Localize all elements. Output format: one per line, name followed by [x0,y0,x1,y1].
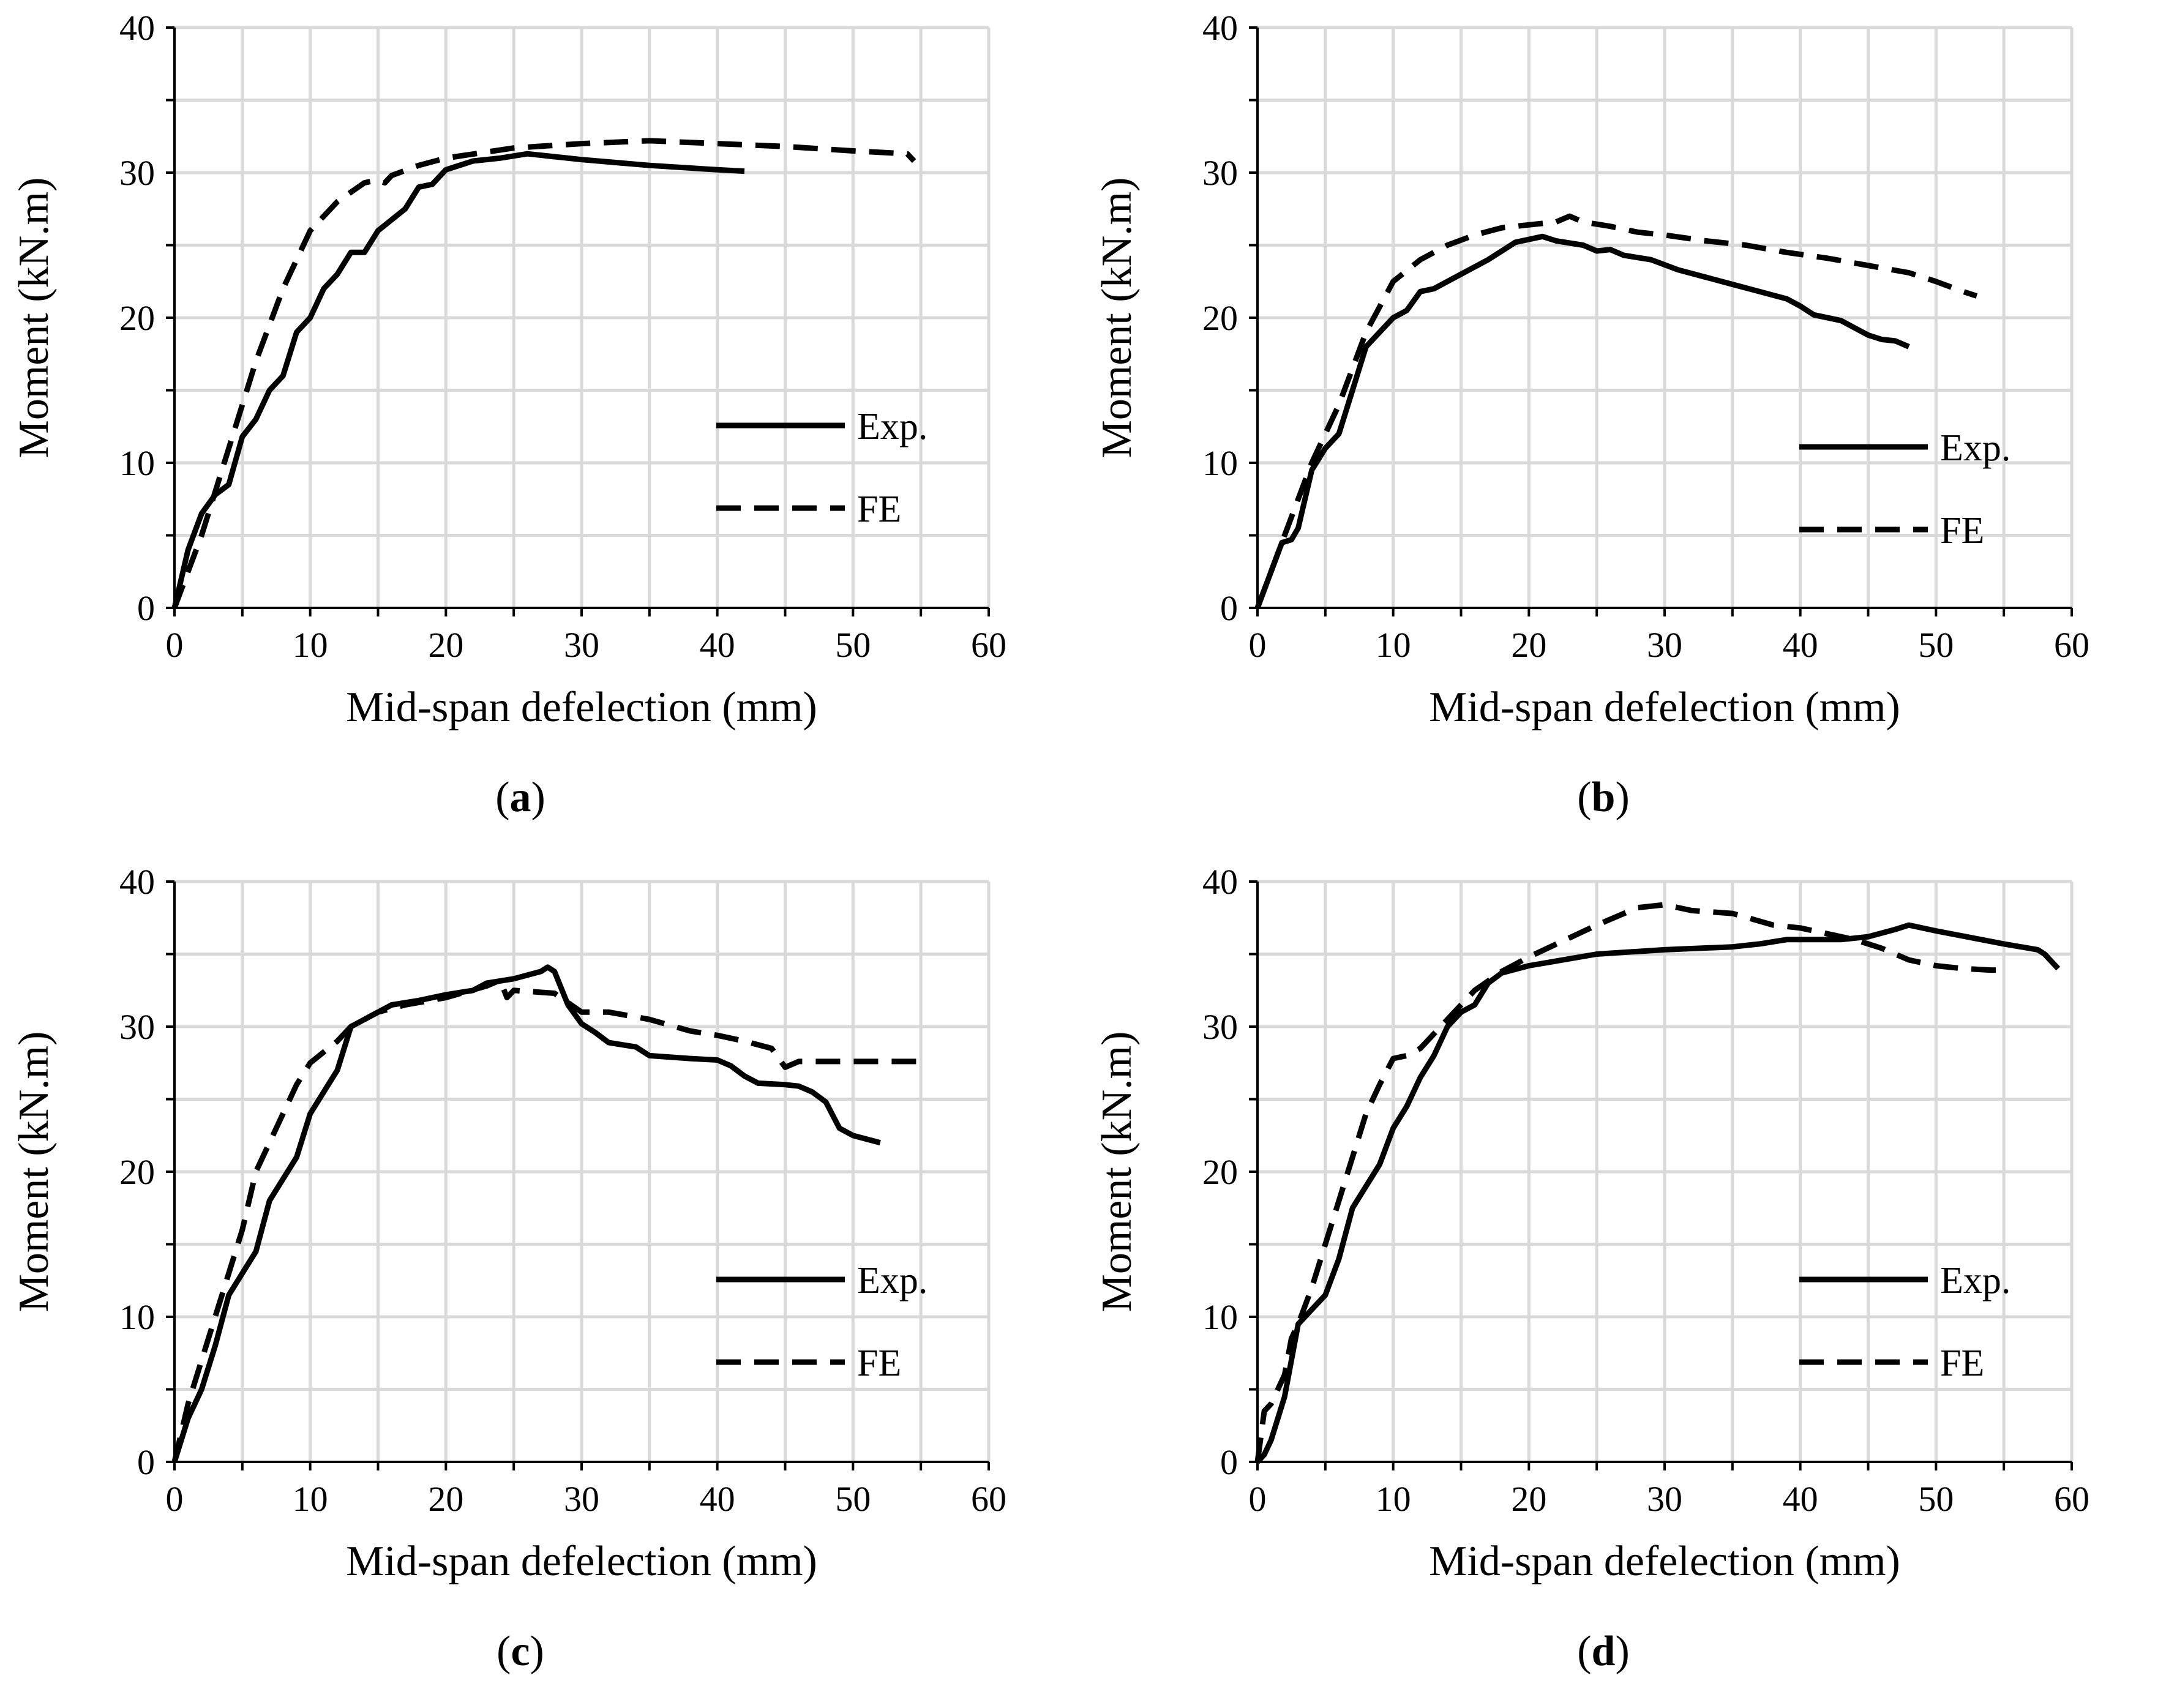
panel-caption: (c) [497,1628,544,1675]
chart-b: 0 10 20 30 40 50 60 0 10 20 30 40 Mid-span defelecti… [1093,8,2089,821]
y-tick-label: 40 [119,8,155,48]
x-axis-title: Mid-span defelection (mm) [346,684,817,731]
legend-label-exp: Exp. [1940,427,2010,469]
legend-label-fe: FE [1940,510,1984,552]
x-tick-label: 60 [971,1479,1006,1519]
y-tick-label: 0 [137,588,155,628]
x-tick-label: 20 [428,1479,463,1519]
chart-a: 0 10 20 30 40 50 60 0 10 20 30 40 Mid-span defelecti… [10,8,1006,821]
panel-caption: (d) [1577,1628,1630,1675]
x-tick-label: 40 [1783,1479,1818,1519]
grid [1257,26,2074,608]
x-tick-label: 10 [1376,625,1411,665]
x-tick-label: 50 [835,1479,871,1519]
chart-d: 0 10 20 30 40 50 60 0 10 20 30 40 Mid-span defelecti… [1093,862,2089,1675]
x-tick-label: 10 [293,625,328,665]
x-axis-title: Mid-span defelection (mm) [1429,684,1900,731]
y-axis-title: Moment (kN.m) [1093,178,1141,459]
x-tick-label: 10 [293,1479,328,1519]
y-tick-label: 40 [1202,862,1238,902]
y-tick-label: 0 [1220,588,1238,628]
chart-c: 0 10 20 30 40 50 60 0 10 20 30 40 Mid-span defelecti… [10,862,1006,1675]
x-tick-label: 60 [2054,625,2089,665]
y-tick-label: 20 [1202,1152,1238,1192]
legend-label-exp: Exp. [857,1260,927,1302]
x-tick-label: 40 [700,1479,735,1519]
chart-panel-d: 0 10 20 30 40 50 60 0 10 20 30 40 Mid-span defelecti… [1083,854,2166,1708]
y-tick-label: 20 [119,1152,155,1192]
y-tick-label: 20 [119,298,155,338]
y-tick-label: 10 [119,443,155,483]
series-line-fe [1254,902,2004,1463]
grid [174,26,991,608]
x-tick-label: 40 [700,625,735,665]
x-tick-label: 30 [564,1479,599,1519]
x-tick-label: 30 [1647,625,1682,665]
x-tick-label: 0 [1249,625,1267,665]
y-tick-label: 40 [1202,8,1238,48]
legend-label-exp: Exp. [857,406,927,448]
series-line-fe [171,138,916,609]
y-tick-label: 40 [119,862,155,902]
y-tick-label: 30 [1202,1007,1238,1047]
x-axis-title: Mid-span defelection (mm) [1429,1538,1900,1585]
x-tick-label: 20 [1511,1479,1546,1519]
series-line-exp [1255,922,2061,1464]
y-axis-title: Moment (kN.m) [1093,1032,1141,1313]
panel-caption: (b) [1577,774,1630,821]
grid [174,880,991,1462]
y-tick-label: 30 [119,153,155,193]
y-tick-label: 20 [1202,298,1238,338]
series-line-exp [171,964,881,1463]
x-tick-label: 60 [971,625,1006,665]
series-line-exp [171,151,745,609]
x-tick-label: 60 [2054,1479,2089,1519]
x-tick-label: 50 [835,625,871,665]
grid [1257,880,2074,1462]
x-tick-label: 0 [1249,1479,1267,1519]
x-tick-label: 10 [1376,1479,1411,1519]
y-tick-label: 0 [137,1442,155,1482]
x-tick-label: 0 [166,625,184,665]
chart-panel-a: 0 10 20 30 40 50 60 0 10 20 30 40 Mid-span defelecti… [0,0,1083,854]
legend-label-fe: FE [1940,1343,1984,1384]
x-tick-label: 40 [1783,625,1818,665]
x-tick-label: 30 [1647,1479,1682,1519]
x-tick-label: 0 [166,1479,184,1519]
y-tick-label: 30 [1202,153,1238,193]
series-line-fe [1254,213,1978,609]
series-line-exp [1254,233,1910,609]
y-axis-title: Moment (kN.m) [10,1032,58,1313]
series-line-fe [171,977,921,1463]
y-tick-label: 10 [119,1297,155,1337]
y-tick-label: 10 [1202,1297,1238,1337]
panel-caption: (a) [495,774,545,821]
legend-label-fe: FE [857,489,901,530]
x-tick-label: 50 [1918,625,1954,665]
legend-label-fe: FE [857,1343,901,1384]
chart-panel-c: 0 10 20 30 40 50 60 0 10 20 30 40 Mid-span defelecti… [0,854,1083,1708]
legend-label-exp: Exp. [1940,1260,2010,1302]
y-tick-label: 30 [119,1007,155,1047]
x-tick-label: 50 [1918,1479,1954,1519]
x-axis-title: Mid-span defelection (mm) [346,1538,817,1585]
y-axis-title: Moment (kN.m) [10,178,58,459]
chart-panel-b: 0 10 20 30 40 50 60 0 10 20 30 40 Mid-span defelecti… [1083,0,2166,854]
x-tick-label: 20 [428,625,463,665]
y-tick-label: 0 [1220,1442,1238,1482]
y-tick-label: 10 [1202,443,1238,483]
x-tick-label: 30 [564,625,599,665]
x-tick-label: 20 [1511,625,1546,665]
